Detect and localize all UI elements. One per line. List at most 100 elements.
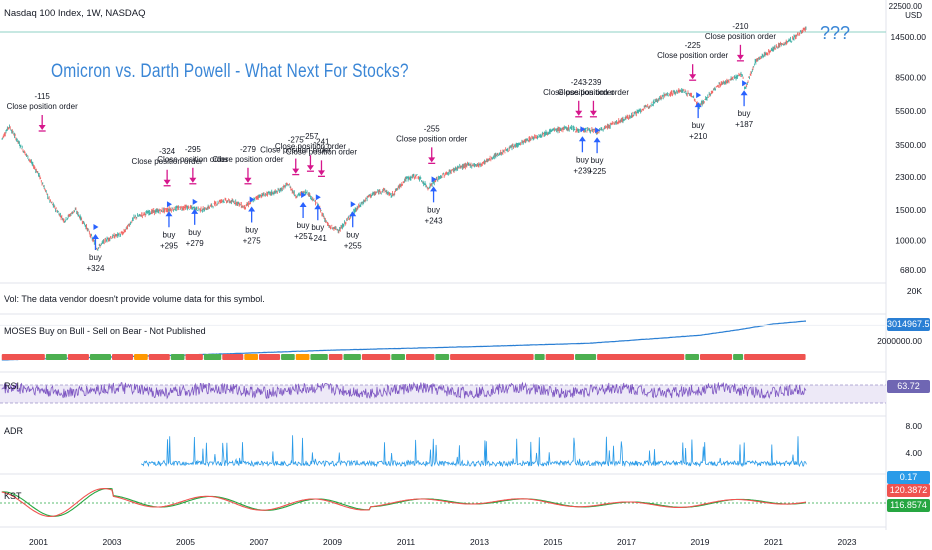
time-axis-tick: 2023 bbox=[838, 537, 857, 547]
moses-signal-band bbox=[685, 354, 699, 360]
moses-signal-band bbox=[222, 354, 244, 360]
buy-arrow-head bbox=[593, 137, 601, 143]
sell-arrow-head bbox=[38, 124, 46, 130]
sell-marker-text: Close position order bbox=[396, 134, 467, 143]
buy-flag bbox=[315, 194, 321, 201]
sell-marker-label: -243 bbox=[571, 78, 588, 87]
buy-marker-value: +243 bbox=[425, 216, 444, 225]
sell-arrow-head bbox=[575, 110, 583, 116]
moses-signal-band bbox=[575, 354, 597, 360]
vol-axis-label: 20K bbox=[906, 286, 922, 296]
buy-arrow-head bbox=[191, 208, 199, 214]
price-axis-tick: 1000.00 bbox=[895, 236, 926, 246]
buy-marker-label: buy bbox=[245, 225, 258, 234]
time-axis-tick: 2021 bbox=[764, 537, 783, 547]
buy-flag bbox=[431, 176, 437, 183]
buy-marker-value: +225 bbox=[588, 167, 607, 176]
buy-marker-value: +275 bbox=[243, 236, 262, 245]
time-axis-tick: 2007 bbox=[250, 537, 269, 547]
kst-red-value-badge: 120.3872 bbox=[887, 484, 930, 497]
moses-signal-band bbox=[45, 354, 67, 360]
buy-flag bbox=[580, 126, 586, 133]
sell-marker-label: -115 bbox=[34, 92, 50, 101]
moses-signal-band bbox=[435, 354, 450, 360]
buy-arrow-head bbox=[314, 204, 322, 210]
buy-flag bbox=[93, 223, 99, 230]
sell-arrow-head bbox=[428, 157, 436, 163]
moses-signal-band bbox=[203, 354, 222, 360]
vol-pane-label: Vol: The data vendor doesn't provide vol… bbox=[4, 294, 265, 304]
buy-marker-label: buy bbox=[297, 221, 310, 230]
sell-marker-text: Close position order bbox=[657, 51, 728, 60]
moses-signal-band bbox=[450, 354, 534, 360]
time-axis-tick: 2009 bbox=[323, 537, 342, 547]
moses-signal-band bbox=[112, 354, 134, 360]
sell-marker-text: Close position order bbox=[558, 88, 629, 97]
buy-marker-value: +324 bbox=[86, 264, 105, 273]
moses-axis-label: 2000000.00 bbox=[877, 336, 922, 346]
moses-signal-band bbox=[259, 354, 281, 360]
kst-pane-label: KST bbox=[4, 491, 22, 501]
price-axis-tick: 680.00 bbox=[900, 265, 926, 275]
price-axis-tick: 3500.00 bbox=[895, 140, 926, 150]
sell-marker-label: -279 bbox=[240, 145, 257, 154]
sell-marker-text: Close position order bbox=[705, 32, 776, 41]
sell-marker-text: Close position order bbox=[212, 155, 283, 164]
sell-marker-text: Close position order bbox=[7, 102, 78, 111]
price-axis-tick: 2300.00 bbox=[895, 172, 926, 182]
moses-signal-band bbox=[534, 354, 545, 360]
adr-line bbox=[141, 435, 807, 468]
buy-flag bbox=[192, 198, 198, 205]
buy-marker-value: +257 bbox=[294, 232, 313, 241]
adr-value-badge: 0.17 bbox=[887, 471, 930, 484]
time-axis-tick: 2003 bbox=[103, 537, 122, 547]
moses-signal-band bbox=[361, 354, 391, 360]
buy-flag bbox=[166, 201, 172, 208]
sell-marker-label: -210 bbox=[732, 22, 749, 31]
buy-arrow-head bbox=[299, 202, 307, 208]
buy-flag bbox=[249, 196, 255, 203]
time-axis-tick: 2013 bbox=[470, 537, 489, 547]
moses-signal-band bbox=[1, 354, 45, 360]
buy-flag bbox=[350, 201, 356, 208]
question-marks-annotation: ??? bbox=[820, 23, 851, 43]
buy-marker-label: buy bbox=[89, 253, 102, 262]
moses-signal-band bbox=[295, 354, 310, 360]
buy-marker-value: +279 bbox=[186, 239, 205, 248]
moses-signal-band bbox=[391, 354, 405, 360]
kst-line bbox=[1, 488, 807, 517]
buy-flag bbox=[696, 92, 702, 99]
buy-marker-label: buy bbox=[692, 121, 705, 130]
sell-arrow-head bbox=[306, 165, 314, 171]
buy-marker-label: buy bbox=[188, 228, 201, 237]
sell-marker-label: -255 bbox=[424, 124, 441, 133]
price-axis-unit: USD bbox=[905, 11, 922, 20]
kst-signal-line bbox=[1, 487, 807, 517]
moses-signal-band bbox=[733, 354, 744, 360]
buy-marker-value: +210 bbox=[689, 132, 708, 141]
sell-marker-label: -239 bbox=[585, 78, 602, 87]
buy-marker-label: buy bbox=[163, 230, 176, 239]
buy-arrow-head bbox=[91, 233, 99, 239]
sell-marker-text: Close position order bbox=[260, 146, 331, 155]
moses-signal-band bbox=[343, 354, 361, 360]
buy-arrow-head bbox=[248, 206, 256, 212]
buy-arrow-head bbox=[349, 211, 357, 217]
moses-signal-band bbox=[67, 354, 89, 360]
moses-signal-band bbox=[134, 354, 148, 360]
sell-marker-label: -257 bbox=[302, 132, 319, 141]
sell-marker-label: -295 bbox=[185, 145, 202, 154]
sell-arrow-head bbox=[244, 177, 252, 183]
buy-marker-value: +255 bbox=[344, 241, 363, 250]
sell-arrow-head bbox=[317, 170, 325, 176]
sell-marker-text: Close position order bbox=[543, 88, 614, 97]
moses-signal-band bbox=[185, 354, 203, 360]
time-axis-tick: 2001 bbox=[29, 537, 48, 547]
buy-marker-label: buy bbox=[738, 109, 751, 118]
adr-pane-label: ADR bbox=[4, 426, 24, 436]
buy-marker-value: +239 bbox=[573, 166, 592, 175]
moses-signal-band bbox=[328, 354, 343, 360]
buy-flag bbox=[595, 127, 601, 134]
sell-marker-label: -241 bbox=[313, 137, 330, 146]
